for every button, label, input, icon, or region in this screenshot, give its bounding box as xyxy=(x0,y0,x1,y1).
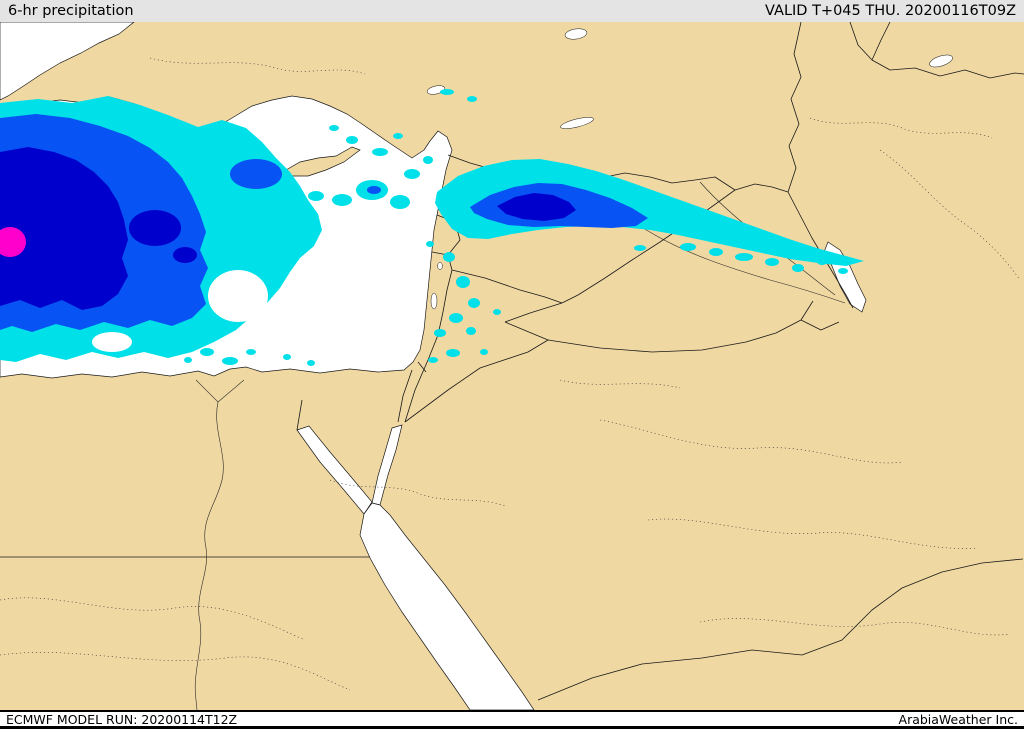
precip-cyprus-moderate xyxy=(367,186,381,194)
valid-time-label: VALID T+045 THU. 20200116T09Z xyxy=(765,3,1016,19)
nile-river xyxy=(194,379,245,710)
black-sea xyxy=(0,22,135,101)
precipitation-layer xyxy=(0,89,864,366)
brand-label: ArabiaWeather Inc. xyxy=(898,711,1018,727)
caucasus-borders xyxy=(849,22,1024,79)
precip-west-heavy xyxy=(0,147,128,310)
saudi-yemen-oman-border xyxy=(537,558,1024,701)
footer-bar: ECMWF MODEL RUN: 20200114T12Z ArabiaWeat… xyxy=(0,710,1024,729)
gaza-border xyxy=(417,361,427,373)
precip-west-moderate-cell xyxy=(230,159,282,189)
kuwait-border xyxy=(800,300,840,331)
precip-egypt-coast-specks xyxy=(184,348,315,366)
map-area xyxy=(0,22,1024,710)
header-bar: 6-hr precipitation VALID T+045 THU. 2020… xyxy=(0,0,1024,22)
suez-canal xyxy=(296,399,303,431)
syria-jordan-border xyxy=(451,269,563,304)
israel-egypt-border xyxy=(397,369,413,423)
borders-layer xyxy=(0,22,1024,701)
precip-west-heavy-cell xyxy=(129,210,181,246)
turkey-iran-border xyxy=(787,22,802,193)
jordan-iraq-border xyxy=(504,302,563,323)
precip-extreme-spot xyxy=(0,227,26,257)
iraq-saudi-border xyxy=(547,319,802,353)
weather-map xyxy=(0,22,1024,710)
lakes xyxy=(426,28,953,310)
precip-cyprus-cells xyxy=(308,89,477,209)
map-title: 6-hr precipitation xyxy=(8,3,134,19)
red-sea xyxy=(359,502,535,710)
precip-east-band-heavy xyxy=(497,193,576,221)
jordan-saudi-border xyxy=(404,321,549,423)
cyprus-island xyxy=(285,146,361,177)
precip-west-heavy-cell2 xyxy=(173,247,197,263)
dotted-lines-layer xyxy=(0,57,1021,691)
model-run-label: ECMWF MODEL RUN: 20200114T12Z xyxy=(6,711,238,727)
precip-east-specks xyxy=(634,240,848,274)
precip-levant-specks xyxy=(426,241,501,363)
